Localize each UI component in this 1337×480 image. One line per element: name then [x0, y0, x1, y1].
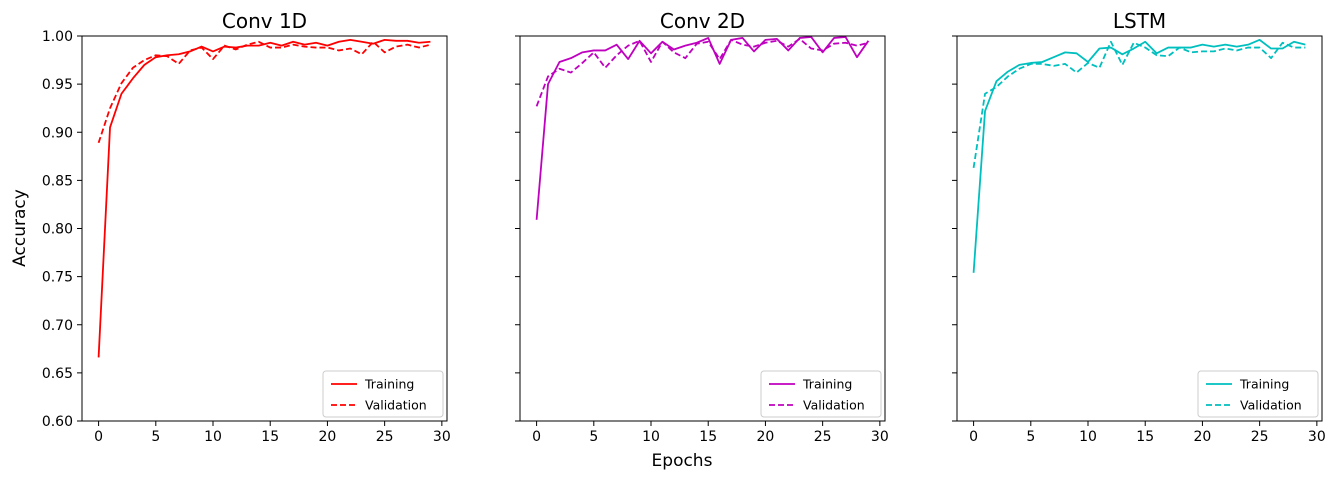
- plot-frame: [81, 35, 448, 422]
- y-tick-label: 0.85: [42, 173, 73, 189]
- legend-label-validation: Validation: [1240, 398, 1302, 413]
- x-tick-label: 15: [699, 429, 717, 445]
- legend-label-training: Training: [802, 377, 852, 392]
- x-tick-label: 15: [1136, 429, 1154, 445]
- chart-panel-3: LSTM 0 5 10 15 20 25 30 Training Validation: [952, 9, 1326, 445]
- chart-title: Conv 2D: [660, 9, 745, 33]
- legend: Training Validation: [1197, 370, 1319, 418]
- y-tick-label: 0.80: [42, 222, 73, 238]
- x-tick-label: 30: [433, 429, 451, 445]
- series-line-training: [972, 38, 1306, 273]
- legend-label-training: Training: [364, 377, 414, 392]
- x-tick-label: 20: [1194, 429, 1212, 445]
- x-axis-label: Epochs: [652, 451, 713, 471]
- chart-title: Conv 1D: [222, 9, 307, 33]
- chart-panel-1: Conv 1D 0 5 10 15 20 25 30 0.60 0.65 0.70 0.75 0.80 0…: [42, 9, 451, 445]
- chart-title: LSTM: [1113, 9, 1166, 33]
- x-tick-label: 10: [1079, 429, 1097, 445]
- x-tick-label: 30: [871, 429, 889, 445]
- y-tick-label: 0.95: [42, 77, 73, 93]
- x-tick-label: 0: [94, 429, 103, 445]
- x-tick-label: 0: [969, 429, 978, 445]
- y-tick-label: 0.65: [42, 366, 73, 382]
- plot-frame: [956, 35, 1323, 422]
- x-tick-label: 5: [151, 429, 160, 445]
- x-tick-label: 20: [319, 429, 337, 445]
- chart-panels: Conv 1D 0 5 10 15 20 25 30 0.60 0.65 0.70 0.75 0.80 0…: [42, 9, 1326, 445]
- chart-panel-2: Conv 2D 0 5 10 15 20 25 30 Training Validation: [515, 9, 889, 445]
- y-axis-label: Accuracy: [10, 189, 30, 267]
- y-tick-label: 1.00: [42, 29, 73, 45]
- legend: Training Validation: [760, 370, 882, 418]
- legend-label-training: Training: [1239, 377, 1289, 392]
- series-line-training: [97, 38, 431, 358]
- x-tick-label: 25: [1251, 429, 1269, 445]
- x-tick-label: 30: [1308, 429, 1326, 445]
- x-tick-label: 25: [376, 429, 394, 445]
- x-tick-label: 20: [757, 429, 775, 445]
- x-tick-label: 15: [261, 429, 279, 445]
- series-line-validation: [97, 40, 431, 144]
- plot-frame: [519, 35, 886, 422]
- y-tick-label: 0.75: [42, 270, 73, 286]
- series-line-validation: [972, 40, 1306, 168]
- series-line-training: [535, 36, 870, 220]
- x-tick-label: 5: [589, 429, 598, 445]
- series-line-validation: [535, 37, 869, 107]
- x-tick-label: 25: [814, 429, 832, 445]
- legend: Training Validation: [322, 370, 444, 418]
- legend-label-validation: Validation: [803, 398, 865, 413]
- y-tick-label: 0.90: [42, 125, 73, 141]
- legend-label-validation: Validation: [365, 398, 427, 413]
- y-tick-label: 0.60: [42, 414, 73, 430]
- x-tick-label: 10: [204, 429, 222, 445]
- x-tick-label: 5: [1026, 429, 1035, 445]
- x-tick-label: 10: [642, 429, 660, 445]
- x-tick-label: 0: [532, 429, 541, 445]
- y-tick-label: 0.70: [42, 318, 73, 334]
